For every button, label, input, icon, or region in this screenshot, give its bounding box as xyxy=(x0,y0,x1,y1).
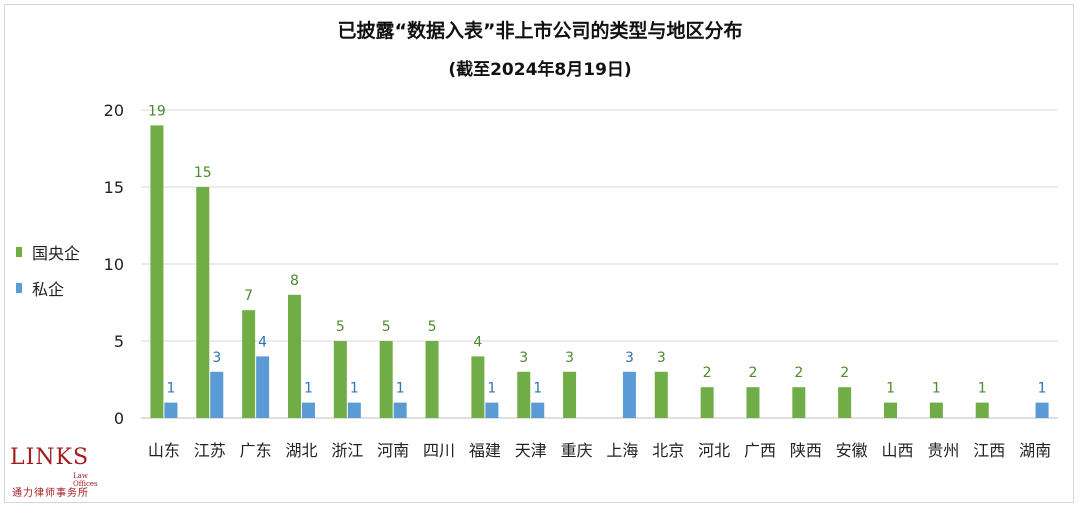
bar-private xyxy=(256,356,270,418)
x-tick-label: 广东 xyxy=(240,441,272,460)
x-tick-label: 山西 xyxy=(882,441,914,460)
logo-chinese-name: 通力律师事务所 xyxy=(12,488,89,499)
bar-state xyxy=(471,356,485,418)
bar-state xyxy=(333,341,347,418)
y-tick-label: 5 xyxy=(114,332,124,351)
data-label: 1 xyxy=(304,381,313,397)
data-label: 2 xyxy=(794,365,803,381)
bar-state xyxy=(242,310,256,418)
x-tick-label: 江西 xyxy=(973,441,1005,460)
chart-subtitle: (截至2024年8月19日) xyxy=(448,60,632,80)
data-label: 1 xyxy=(350,381,359,397)
bar-state xyxy=(517,371,531,418)
data-label: 2 xyxy=(840,365,849,381)
x-tick-label: 湖北 xyxy=(285,441,317,460)
data-label: 15 xyxy=(194,165,212,181)
bar-state xyxy=(379,341,393,418)
data-label: 5 xyxy=(336,319,345,335)
x-tick-label: 河北 xyxy=(698,441,730,460)
data-label: 4 xyxy=(473,334,482,350)
bar-private xyxy=(531,402,545,418)
x-tick-label: 重庆 xyxy=(561,441,593,460)
x-tick-label: 四川 xyxy=(423,441,455,460)
bar-state xyxy=(746,387,760,418)
bar-private xyxy=(1035,402,1049,418)
y-tick-label: 15 xyxy=(104,178,124,197)
legend-item-private: 私企 xyxy=(16,276,64,300)
law-firm-logo: LINKS Law Offices 通力律师事务所 xyxy=(10,447,110,501)
x-tick-label: 河南 xyxy=(377,441,409,460)
data-label: 19 xyxy=(148,103,166,119)
data-label: 2 xyxy=(703,365,712,381)
x-tick-label: 山东 xyxy=(148,441,180,460)
logo-mark: LINKS xyxy=(10,445,90,470)
bar-state xyxy=(700,387,714,418)
legend-swatch-state xyxy=(16,247,22,257)
chart-frame xyxy=(4,4,1074,503)
bar-private xyxy=(485,402,499,418)
data-label: 1 xyxy=(487,381,496,397)
bar-state xyxy=(563,371,577,418)
data-label: 3 xyxy=(657,350,666,366)
bar-private xyxy=(301,402,315,418)
bar-state xyxy=(792,387,806,418)
x-tick-label: 北京 xyxy=(652,441,684,460)
bar-private xyxy=(393,402,407,418)
data-label: 1 xyxy=(533,381,542,397)
x-tick-label: 江苏 xyxy=(194,441,226,460)
bar-state xyxy=(975,402,989,418)
legend-swatch-private xyxy=(16,283,22,293)
x-tick-label: 湖南 xyxy=(1019,441,1051,460)
data-label: 3 xyxy=(565,350,574,366)
x-tick-label: 陕西 xyxy=(790,441,822,460)
data-label: 1 xyxy=(978,381,987,397)
y-tick-label: 10 xyxy=(104,255,124,274)
data-label: 3 xyxy=(212,350,221,366)
data-label: 1 xyxy=(166,381,175,397)
bar-private xyxy=(622,371,636,418)
data-label: 1 xyxy=(396,381,405,397)
x-tick-label: 安徽 xyxy=(836,441,868,460)
data-label: 8 xyxy=(290,273,299,289)
x-tick-label: 贵州 xyxy=(927,441,959,460)
x-tick-label: 浙江 xyxy=(331,441,363,460)
data-label: 7 xyxy=(244,288,253,304)
bar-state xyxy=(838,387,852,418)
data-label: 3 xyxy=(625,350,634,366)
data-label: 2 xyxy=(749,365,758,381)
bar-private xyxy=(347,402,361,418)
x-tick-label: 福建 xyxy=(469,441,501,460)
data-label: 1 xyxy=(886,381,895,397)
legend-label-private: 私企 xyxy=(32,280,65,299)
x-tick-label: 上海 xyxy=(606,441,638,460)
data-label: 1 xyxy=(1038,381,1047,397)
data-label: 4 xyxy=(258,334,267,350)
data-label: 5 xyxy=(428,319,437,335)
data-label: 5 xyxy=(382,319,391,335)
x-tick-label: 广西 xyxy=(744,441,776,460)
bar-state xyxy=(150,125,164,419)
data-label: 1 xyxy=(932,381,941,397)
y-tick-label: 20 xyxy=(104,101,124,120)
legend-item-state: 国央企 xyxy=(16,240,80,264)
y-tick-label: 0 xyxy=(114,409,124,428)
legend-label-state: 国央企 xyxy=(32,244,81,263)
bar-state xyxy=(654,371,668,418)
data-label: 3 xyxy=(519,350,528,366)
x-tick-label: 天津 xyxy=(515,441,547,460)
chart-title: 已披露“数据入表”非上市公司的类型与地区分布 xyxy=(337,20,743,42)
bar-state xyxy=(287,294,301,418)
logo-law-offices: Law Offices xyxy=(73,472,98,488)
bar-private xyxy=(164,402,178,418)
bar-state xyxy=(425,341,439,418)
bar-state xyxy=(196,187,210,418)
bar-private xyxy=(210,371,224,418)
bar-state xyxy=(929,402,943,418)
bar-state xyxy=(884,402,898,418)
